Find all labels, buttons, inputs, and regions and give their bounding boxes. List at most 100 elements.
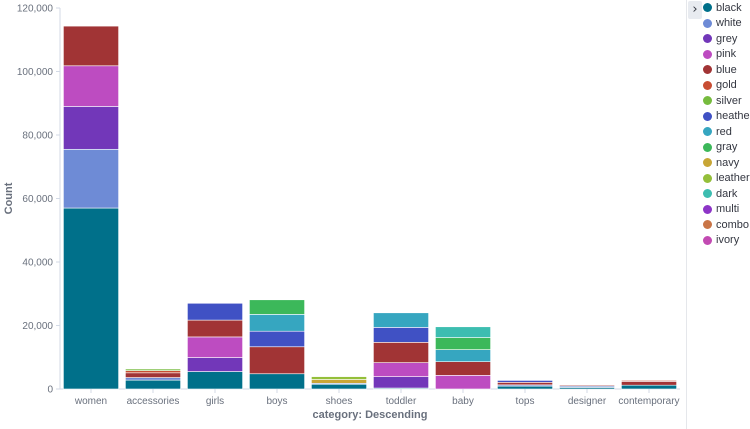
bar-segment-boys-blue[interactable]	[249, 346, 305, 375]
bar-segment-women-pink[interactable]	[63, 65, 119, 107]
legend-swatch	[703, 220, 712, 230]
legend-label: black	[716, 1, 742, 14]
legend-label: pink	[716, 48, 737, 61]
bar-segment-contemporary-blue[interactable]	[621, 381, 677, 386]
bar-segment-baby-gray[interactable]	[435, 337, 491, 350]
bar-segment-baby-blue[interactable]	[435, 361, 491, 376]
y-tick-label: 60,000	[22, 194, 53, 205]
x-tick-label: designer	[568, 396, 607, 407]
bar-segment-accessories-white[interactable]	[125, 377, 181, 381]
bar-segment-toddler-heather[interactable]	[373, 327, 429, 343]
legend-swatch	[703, 65, 712, 75]
y-tick-label: 0	[47, 385, 53, 396]
bar-segment-girls-black[interactable]	[187, 371, 243, 390]
legend-swatch	[703, 158, 712, 168]
bar-segment-accessories-blue[interactable]	[125, 372, 181, 378]
bar-segment-accessories-black[interactable]	[125, 379, 181, 390]
bar-segment-baby-red[interactable]	[435, 349, 491, 362]
legend-item-ivory[interactable]: ivory	[703, 233, 750, 249]
legend-label: navy	[716, 156, 740, 169]
legend-swatch	[703, 204, 712, 214]
x-tick-label: toddler	[386, 396, 417, 407]
bar-segment-girls-grey[interactable]	[187, 357, 243, 372]
legend-swatch	[703, 96, 712, 106]
y-tick-label: 80,000	[22, 131, 53, 142]
y-tick-label: 40,000	[22, 258, 53, 269]
bar-segment-contemporary-gold[interactable]	[621, 380, 677, 382]
bar-segment-shoes-black[interactable]	[311, 383, 367, 390]
legend-label: silver	[716, 94, 742, 107]
bar-segment-shoes-navy[interactable]	[311, 379, 367, 384]
bar-segment-accessories-gold[interactable]	[125, 370, 181, 374]
bar-segment-tops-blue[interactable]	[497, 382, 553, 386]
legend-swatch	[703, 18, 712, 28]
legend-panel	[686, 0, 750, 429]
bar-segment-toddler-pink[interactable]	[373, 362, 429, 377]
bar-segment-toddler-red[interactable]	[373, 312, 429, 328]
bar-segment-baby-pink[interactable]	[435, 375, 491, 390]
chart-svg: 0 20,000 40,000 60,000 80,000 100,000 120,000 C…	[3, 4, 680, 421]
legend-label: leather	[716, 172, 750, 185]
bar-segment-women-blue[interactable]	[63, 25, 119, 67]
legend-label: multi	[716, 203, 740, 216]
legend-item-leather[interactable]: leather	[703, 171, 750, 187]
x-tick-label: contemporary	[618, 396, 679, 407]
bar-segment-contemporary-black[interactable]	[621, 384, 677, 390]
bar-segment-boys-red[interactable]	[249, 314, 305, 332]
bar-segment-accessories-silver[interactable]	[125, 368, 181, 371]
legend-swatch	[703, 189, 712, 199]
legend-item-gray[interactable]: gray	[703, 140, 750, 156]
y-tick-label: 20,000	[22, 321, 53, 332]
legend-swatch	[703, 3, 712, 13]
bar-segment-girls-heather[interactable]	[187, 302, 243, 321]
bar-segment-designer-blue[interactable]	[559, 384, 615, 387]
legend-label: gray	[716, 141, 738, 154]
legend-label: combo	[716, 218, 750, 231]
x-tick-label: shoes	[326, 396, 353, 407]
bar-segment-boys-black[interactable]	[249, 373, 305, 390]
legend-label: white	[716, 17, 742, 30]
bar-segment-toddler-blue[interactable]	[373, 342, 429, 363]
bar-segment-shoes-leather[interactable]	[311, 376, 367, 380]
x-tick-label: baby	[452, 396, 474, 407]
legend-item-dark[interactable]: dark	[703, 186, 750, 202]
legend-item-navy[interactable]: navy	[703, 155, 750, 171]
bar-segment-toddler-grey[interactable]	[373, 376, 429, 389]
bar-segment-tops-heather[interactable]	[497, 380, 553, 383]
legend-item-red[interactable]: red	[703, 124, 750, 140]
legend-item-black[interactable]: black	[703, 0, 750, 16]
legend-label: heather	[716, 110, 750, 123]
legend-item-blue[interactable]: blue	[703, 62, 750, 78]
legend-toggle-button[interactable]: ›	[688, 1, 702, 19]
legend-item-heather[interactable]: heather	[703, 109, 750, 125]
bar-segment-baby-dark[interactable]	[435, 326, 491, 338]
legend-swatch	[703, 173, 712, 183]
legend-swatch	[703, 34, 712, 44]
legend-item-multi[interactable]: multi	[703, 202, 750, 218]
bar-segment-tops-black[interactable]	[497, 385, 553, 390]
legend-swatch	[703, 142, 712, 152]
x-tick-label: boys	[266, 396, 287, 407]
bar-segment-boys-gray[interactable]	[249, 299, 305, 315]
y-tick-label: 120,000	[17, 4, 54, 15]
bar-segment-women-white[interactable]	[63, 148, 119, 209]
legend-item-pink[interactable]: pink	[703, 47, 750, 63]
legend-item-silver[interactable]: silver	[703, 93, 750, 109]
x-tick-label: accessories	[127, 396, 180, 407]
legend-item-combo[interactable]: combo	[703, 217, 750, 233]
bar-segment-girls-blue[interactable]	[187, 319, 243, 338]
y-axis-title: Count	[3, 182, 15, 214]
bar-segment-women-black[interactable]	[63, 207, 119, 390]
legend-label: gold	[716, 79, 737, 92]
bar-segment-boys-heather[interactable]	[249, 330, 305, 348]
y-tick-label: 100,000	[17, 67, 54, 78]
legend-item-grey[interactable]: grey	[703, 31, 750, 47]
legend-label: dark	[716, 187, 738, 200]
x-axis-title: category: Descending	[313, 409, 428, 421]
bar-segment-women-grey[interactable]	[63, 106, 119, 150]
bar-segment-girls-pink[interactable]	[187, 336, 243, 358]
legend-swatch	[703, 127, 712, 137]
legend-item-gold[interactable]: gold	[703, 78, 750, 94]
legend-item-white[interactable]: white	[703, 16, 750, 32]
legend-label: red	[716, 125, 732, 138]
